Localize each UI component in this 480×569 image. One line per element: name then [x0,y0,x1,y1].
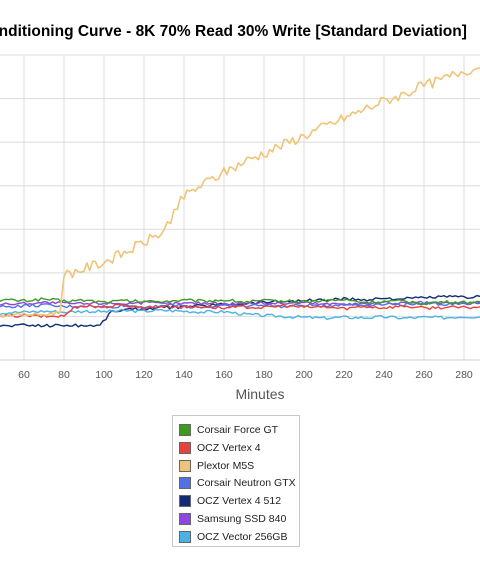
series-line-ocz-vertex-4 [0,303,480,318]
legend-label: OCZ Vertex 4 512 [197,495,282,508]
x-tick-label-7: 200 [295,369,313,381]
series-line-corsair-force-gt [0,297,480,306]
legend-item: Corsair Neutron GTX [179,475,296,491]
legend-swatch [179,513,191,525]
legend: Corsair Force GT OCZ Vertex 4 Plextor M5S C… [172,415,300,547]
x-tick-label-1: 80 [58,369,70,381]
legend-item: Samsung SSD 840 [179,511,286,527]
series-line-ocz-vertex-4-512 [0,294,480,328]
chart-title: Conditioning Curve - 8K 70% Read 30% Wri… [0,23,467,40]
x-tick-label-11: 280 [455,369,473,381]
series-line-ocz-vector-256gb [0,308,480,320]
series-layer [0,67,480,328]
legend-item: OCZ Vector 256GB [179,529,287,545]
legend-swatch [179,424,191,436]
legend-label: Plextor M5S [197,459,255,472]
legend-swatch [179,441,191,454]
x-tick-label-6: 180 [255,369,273,381]
x-tick-label-4: 140 [175,369,193,381]
legend-item: OCZ Vertex 4 [179,440,261,456]
x-axis-label: Minutes [235,386,284,402]
legend-swatch [179,459,191,472]
legend-item: Plextor M5S [179,458,254,474]
legend-swatch [179,477,191,490]
legend-label: OCZ Vector 256GB [197,530,288,543]
legend-swatch [179,530,191,543]
x-tick-label-5: 160 [215,369,233,381]
legend-label: OCZ Vertex 4 [197,441,261,454]
legend-swatch [179,495,191,508]
x-tick-layer: 60 80 100 120 140 160 180 200 220 240 260 280 [18,369,473,381]
x-tick-label-3: 120 [135,369,153,381]
legend-item: Corsair Force GT [179,422,278,438]
x-tick-label-8: 220 [335,369,353,381]
legend-label: Corsair Force GT [197,424,279,436]
x-tick-label-2: 100 [95,369,113,381]
x-tick-label-10: 260 [415,369,433,381]
x-tick-label-9: 240 [375,369,393,381]
x-tick-label-0: 60 [18,369,30,381]
legend-label: Samsung SSD 840 [197,513,287,525]
grid-layer [0,54,480,361]
series-line-plextor-m5s [0,67,480,318]
legend-label: Corsair Neutron GTX [197,477,296,490]
legend-item: OCZ Vertex 4 512 [179,493,281,509]
